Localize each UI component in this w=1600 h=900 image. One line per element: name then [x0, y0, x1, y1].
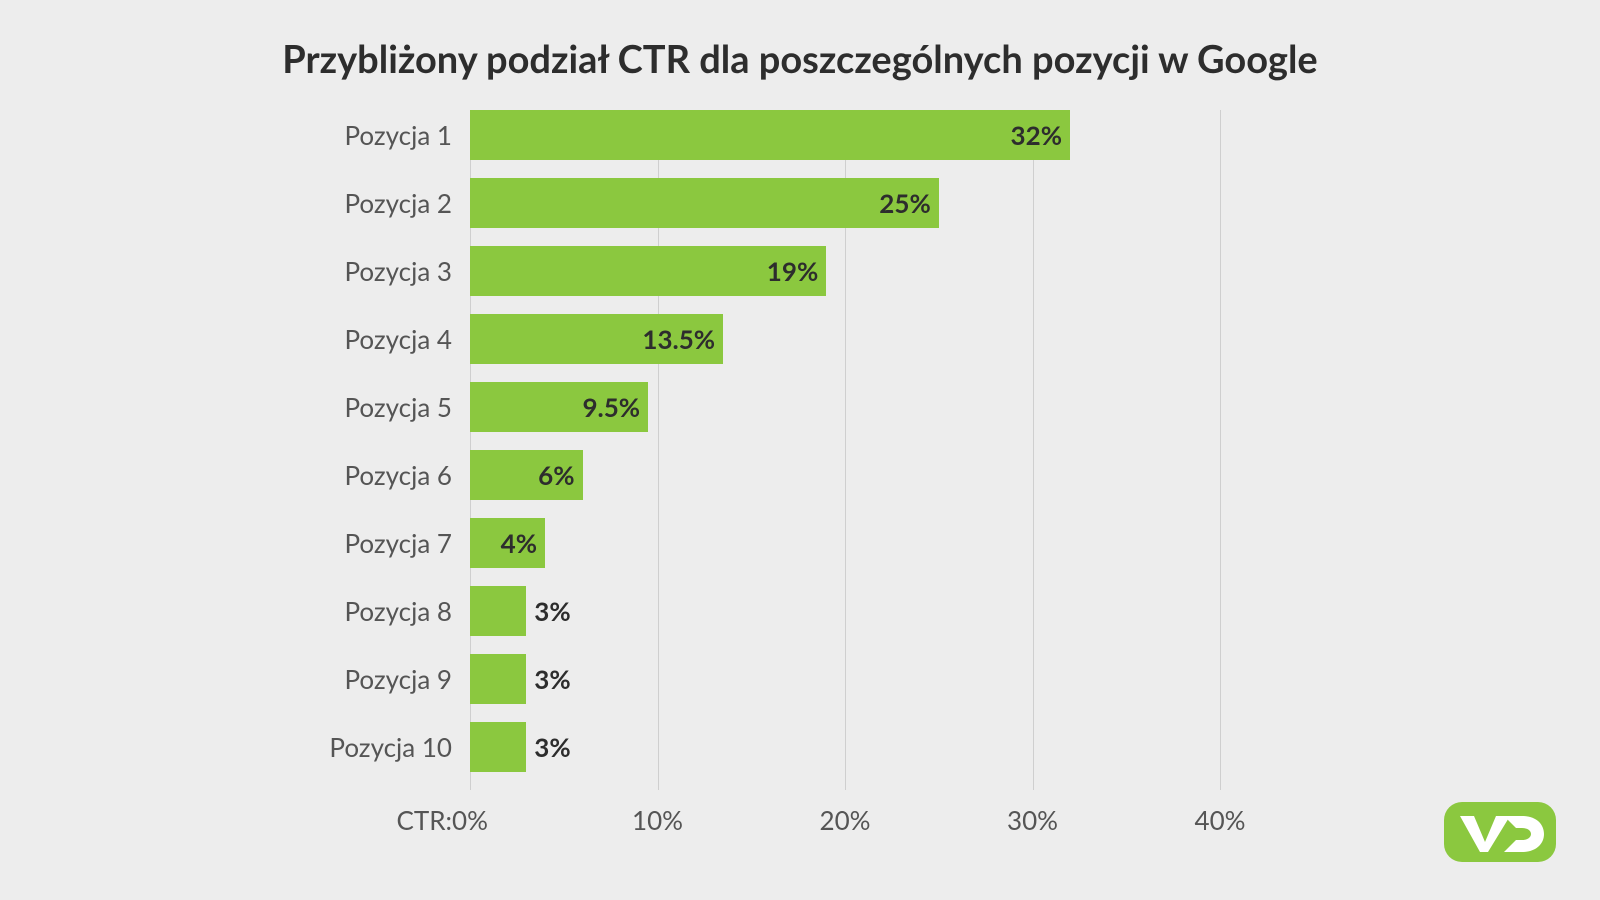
category-label: Pozycja 1: [344, 119, 470, 151]
value-label: 6%: [538, 459, 574, 491]
gridline: [1220, 110, 1221, 790]
bar-row: Pozycja 413.5%: [470, 314, 1220, 364]
bar: [470, 110, 1070, 160]
ctr-bar-chart: Pozycja 132% Pozycja 225% Pozycja 319% Pozy…: [470, 110, 1220, 790]
value-label: 4%: [501, 527, 537, 559]
value-label: 3%: [534, 731, 570, 763]
category-label: Pozycja 3: [344, 255, 470, 287]
category-label: Pozycja 4: [344, 323, 470, 355]
x-tick-label: 20%: [820, 790, 871, 836]
bar-row: Pozycja 225%: [470, 178, 1220, 228]
value-label: 13.5%: [642, 323, 715, 355]
value-label: 19%: [767, 255, 818, 287]
value-label: 3%: [534, 663, 570, 695]
category-label: Pozycja 5: [344, 391, 470, 423]
category-label: Pozycja 7: [344, 527, 470, 559]
value-label: 32%: [1011, 119, 1062, 151]
chart-title: Przybliżony podział CTR dla poszczególny…: [0, 0, 1600, 82]
bar: [470, 722, 526, 772]
category-label: Pozycja 8: [344, 595, 470, 627]
bar: [470, 654, 526, 704]
bar-row: Pozycja 93%: [470, 654, 1220, 704]
plot-area: Pozycja 132% Pozycja 225% Pozycja 319% Pozy…: [470, 110, 1220, 790]
bar-row: Pozycja 59.5%: [470, 382, 1220, 432]
value-label: 3%: [534, 595, 570, 627]
bar-row: Pozycja 319%: [470, 246, 1220, 296]
bar-row: Pozycja 83%: [470, 586, 1220, 636]
bar-row: Pozycja 132%: [470, 110, 1220, 160]
x-tick-label: 40%: [1195, 790, 1246, 836]
x-tick-label: 0%: [452, 790, 488, 836]
x-tick-label: 10%: [632, 790, 683, 836]
category-label: Pozycja 6: [344, 459, 470, 491]
bar-row: Pozycja 103%: [470, 722, 1220, 772]
bar: [470, 586, 526, 636]
category-label: Pozycja 9: [344, 663, 470, 695]
bar: [470, 178, 939, 228]
value-label: 9.5%: [582, 391, 640, 423]
x-tick-label: 30%: [1007, 790, 1058, 836]
vd-logo: [1444, 802, 1556, 866]
value-label: 25%: [879, 187, 930, 219]
bar-row: Pozycja 66%: [470, 450, 1220, 500]
category-label: Pozycja 10: [329, 731, 470, 763]
bar-row: Pozycja 74%: [470, 518, 1220, 568]
category-label: Pozycja 2: [344, 187, 470, 219]
